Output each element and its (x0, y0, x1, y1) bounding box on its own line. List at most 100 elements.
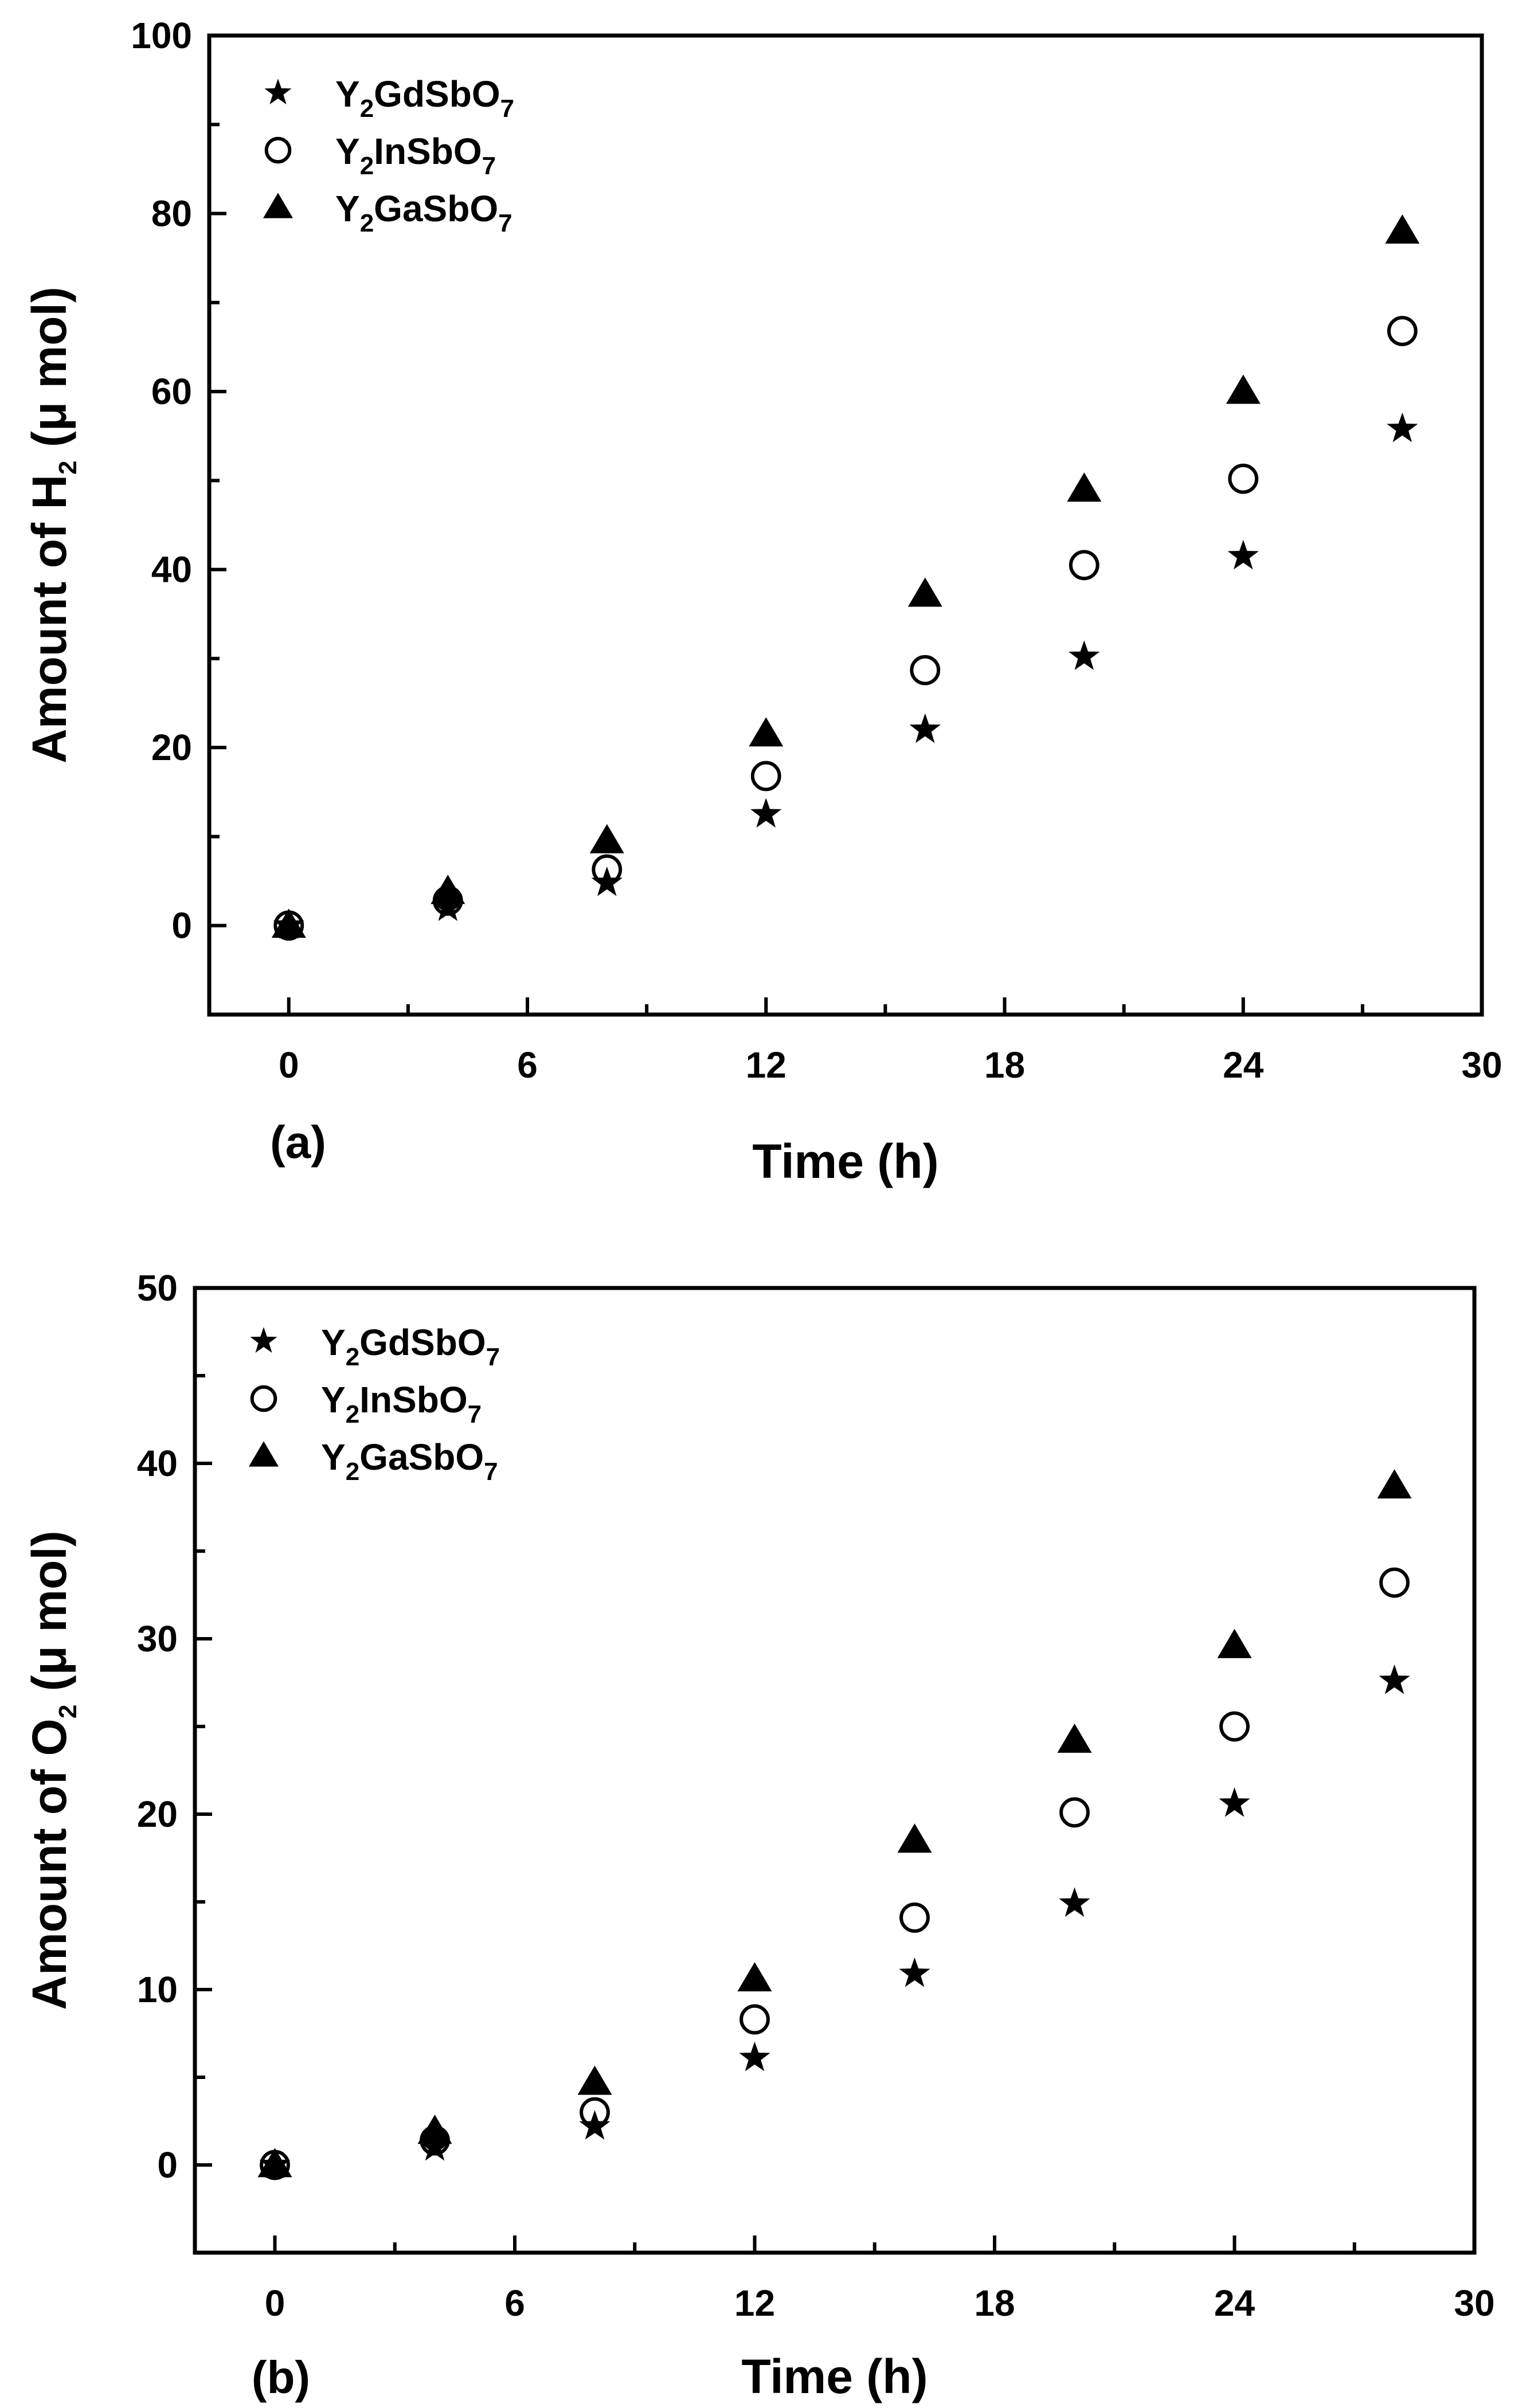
y-tick-label: 60 (151, 371, 192, 412)
legend-label-subscript: 7 (484, 1458, 498, 1486)
legend-label: Y2GaSbO7 (321, 1436, 498, 1486)
y-axis-title-prefix: Amount of H (22, 475, 76, 763)
data-point-star (739, 2041, 770, 2072)
panel-label: (a) (270, 1117, 326, 1168)
data-point-star (1379, 1664, 1410, 1694)
y-tick-label: 0 (157, 2144, 178, 2186)
y-tick-label: 100 (131, 15, 192, 56)
legend-label-subscript: 7 (500, 95, 514, 123)
legend-label-part: GdSbO (374, 73, 500, 115)
series-Y2GaSbO7 (271, 214, 1420, 938)
x-tick-label: 24 (1223, 1044, 1264, 1086)
data-point-triangle (577, 2065, 612, 2095)
x-tick-label: 18 (974, 2282, 1015, 2324)
legend-label-part: Y (335, 188, 360, 229)
data-point-triangle (431, 875, 465, 905)
x-tick-label: 6 (517, 1044, 538, 1086)
legend-label-part: Y (335, 131, 360, 172)
data-point-circle-open (750, 761, 781, 792)
legend-label-subscript: 2 (360, 209, 374, 237)
legend-label-part: InSbO (374, 131, 482, 172)
legend-label: Y2InSbO7 (335, 131, 496, 180)
legend-label-subscript: 7 (468, 1400, 482, 1428)
y-tick-label: 20 (137, 1794, 178, 1835)
series-Y2GdSbO7 (259, 1664, 1410, 2179)
y-axis-title-prefix: Amount of O (22, 1718, 76, 2010)
data-point-circle-open (1059, 1797, 1090, 1828)
data-point-triangle (417, 2115, 452, 2144)
legend-label-part: GdSbO (359, 1322, 486, 1363)
y-tick-label: 40 (151, 549, 192, 590)
legend-label-part: Y (335, 73, 360, 115)
legend-marker-triangle (249, 1441, 279, 1467)
data-point-triangle (271, 909, 306, 938)
legend-label-subscript: 7 (482, 152, 496, 180)
y-axis-title: Amount of H2 (μ mol) (22, 287, 82, 763)
x-axis-title: Time (h) (741, 2350, 928, 2403)
x-tick-label: 0 (279, 1044, 299, 1086)
data-point-triangle (589, 824, 624, 853)
data-point-circle-open (1228, 463, 1259, 494)
y-tick-label: 40 (137, 1443, 178, 1484)
legend-label: Y2GdSbO7 (335, 73, 514, 123)
data-point-triangle (1226, 374, 1261, 404)
data-point-circle-open (1379, 1567, 1410, 1598)
y-axis-title-suffix: (μ mol) (22, 1530, 76, 1704)
y-axis-title-subscript: 2 (54, 460, 82, 474)
panel-label: (b) (252, 2352, 310, 2403)
legend-marker-triangle (263, 193, 293, 218)
data-point-star (1387, 412, 1418, 443)
y-tick-label: 80 (151, 193, 192, 234)
data-point-triangle (749, 717, 784, 747)
data-point-triangle (1067, 472, 1102, 502)
data-point-circle-open (592, 854, 623, 885)
data-point-star (1219, 1787, 1250, 1817)
data-point-triangle (1217, 1628, 1252, 1658)
data-point-star (1069, 640, 1100, 670)
x-axis-title: Time (h) (752, 1134, 938, 1188)
legend-label-subscript: 2 (360, 152, 374, 180)
data-point-triangle (1385, 214, 1420, 244)
legend-marker-circle-open (264, 136, 292, 164)
y-tick-label: 50 (137, 1267, 178, 1309)
legend-label-subscript: 7 (498, 209, 512, 237)
x-tick-label: 24 (1214, 2282, 1255, 2324)
legend-label-part: GaSbO (359, 1436, 484, 1478)
x-tick-label: 30 (1461, 1044, 1502, 1086)
plot-frame (207, 33, 1484, 1017)
legend-label: Y2GdSbO7 (321, 1322, 500, 1371)
data-point-circle-open (739, 2004, 770, 2035)
y-axis-title-subscript: 2 (54, 1705, 82, 1718)
data-point-triangle (257, 2148, 292, 2178)
y-tick-label: 0 (171, 905, 192, 946)
legend-label-subscript: 2 (346, 1400, 359, 1428)
legend-label: Y2GaSbO7 (335, 188, 512, 237)
chart-panel-b: 0 6 12 18 24 30 0 10 20 30 40 50 Time (h) (b) Amount o… (22, 1267, 1495, 2403)
legend-marker-star (264, 79, 292, 104)
y-tick-label: 10 (137, 1969, 178, 2010)
legend-marker-star (250, 1327, 277, 1353)
series-Y2GaSbO7 (257, 1469, 1412, 2178)
legend-label-part: Y (321, 1436, 346, 1478)
x-tick-label: 18 (984, 1044, 1025, 1086)
data-point-star (1227, 539, 1259, 570)
legend-label-part: Y (321, 1379, 346, 1420)
data-point-circle-open (1219, 1711, 1250, 1742)
legend-label-subscript: 2 (346, 1458, 359, 1486)
data-point-triangle (907, 577, 942, 607)
data-point-star (899, 1957, 930, 1987)
x-tick-label: 12 (734, 2282, 775, 2324)
series-Y2InSbO7 (273, 316, 1418, 941)
legend-label: Y2InSbO7 (321, 1379, 482, 1428)
data-point-circle-open (910, 655, 941, 686)
legend-marker-circle-open (250, 1385, 277, 1412)
x-tick-label: 12 (746, 1044, 787, 1086)
legend-label-subscript: 2 (346, 1343, 359, 1371)
legend-label-part: GaSbO (374, 188, 498, 229)
data-point-star (432, 891, 464, 921)
data-point-star (419, 2131, 451, 2161)
y-tick-label: 30 (137, 1618, 178, 1659)
